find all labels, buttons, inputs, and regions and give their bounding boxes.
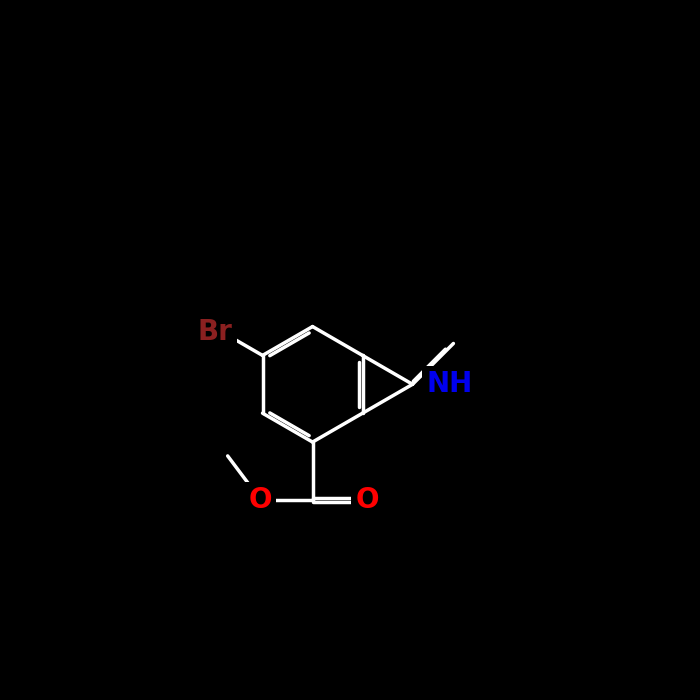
Text: O: O: [356, 486, 379, 514]
Text: NH: NH: [426, 370, 473, 398]
Text: O: O: [248, 486, 272, 514]
Text: Br: Br: [197, 318, 232, 346]
